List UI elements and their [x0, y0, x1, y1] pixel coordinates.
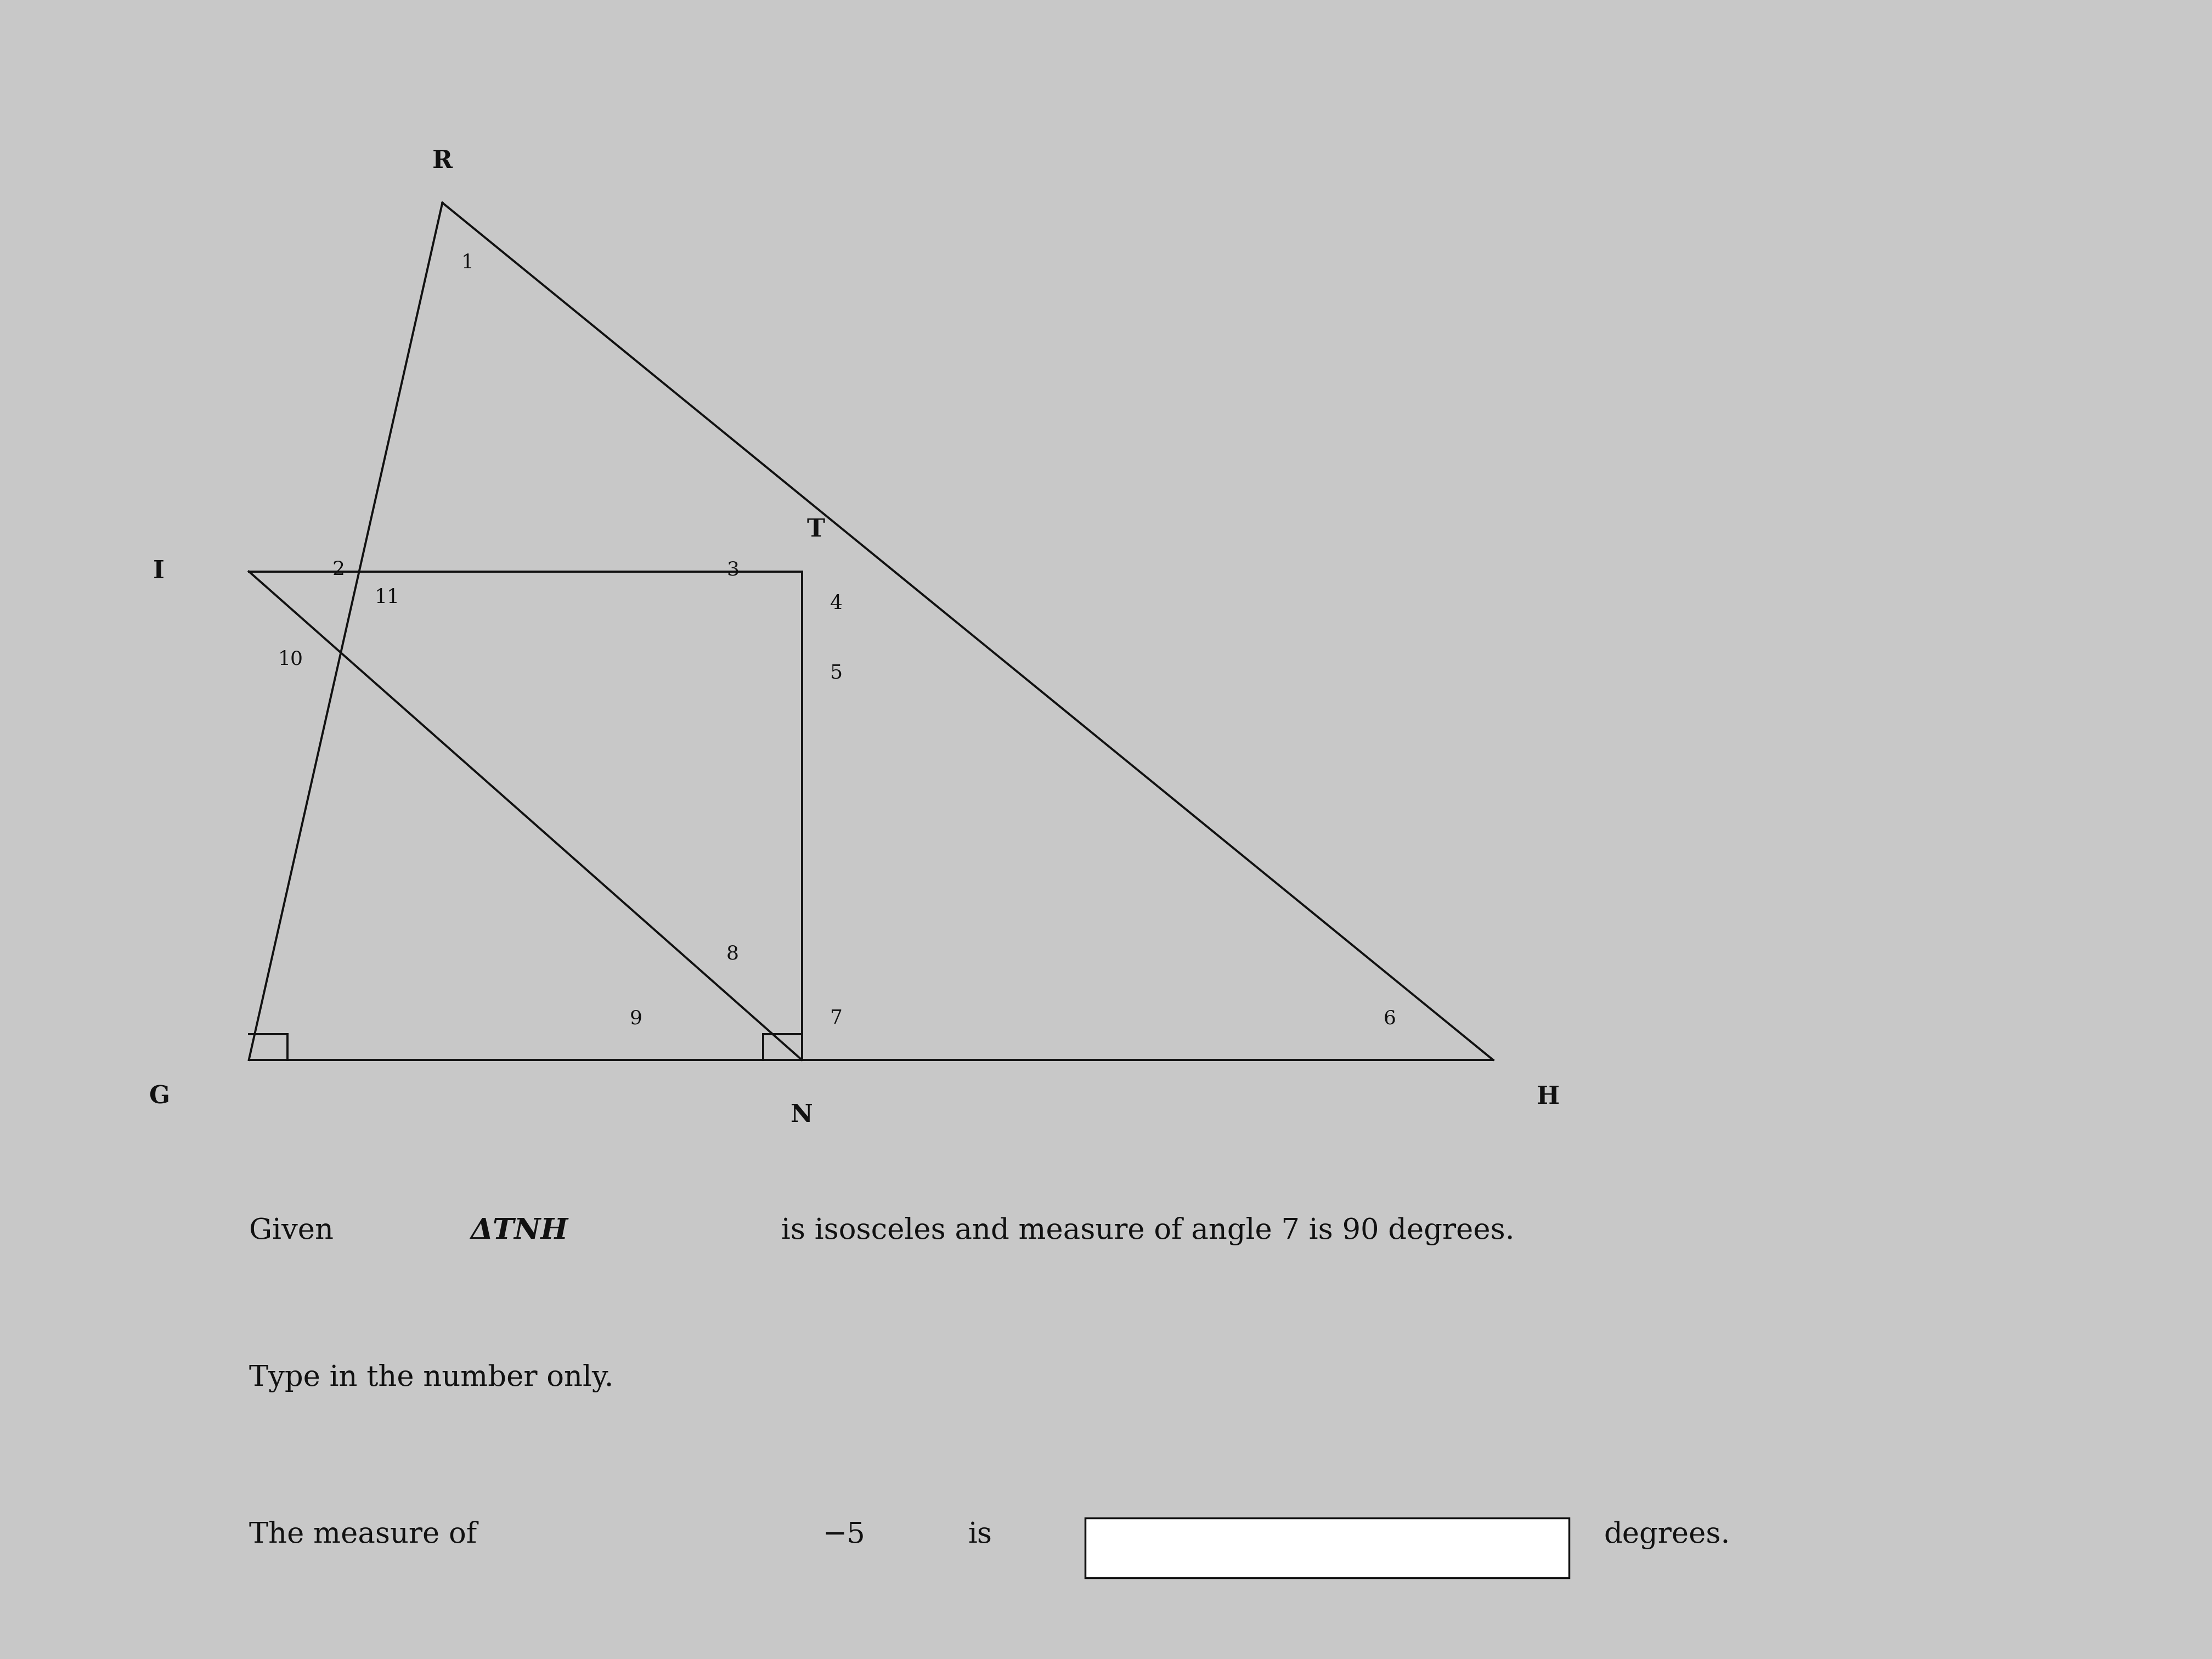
Text: 6: 6	[1383, 1009, 1396, 1029]
Text: 5: 5	[830, 664, 843, 682]
Text: ΔTNH: ΔTNH	[469, 1216, 568, 1244]
Text: T: T	[807, 518, 825, 542]
Text: is: is	[969, 1521, 991, 1550]
Text: −5: −5	[823, 1521, 865, 1550]
Text: is isosceles and measure of angle 7 is 90 degrees.: is isosceles and measure of angle 7 is 9…	[781, 1216, 1515, 1246]
Text: degrees.: degrees.	[1604, 1521, 1730, 1550]
Text: 1: 1	[460, 254, 473, 272]
Text: 3: 3	[726, 561, 739, 579]
Text: Type in the number only.: Type in the number only.	[248, 1364, 613, 1392]
Text: 11: 11	[374, 587, 400, 607]
Text: 8: 8	[726, 944, 739, 964]
Text: H: H	[1537, 1085, 1559, 1108]
Text: 9: 9	[630, 1009, 641, 1029]
Text: N: N	[790, 1103, 814, 1126]
Bar	[1086, 1518, 1568, 1578]
Text: R: R	[431, 149, 453, 173]
Text: Given: Given	[248, 1216, 334, 1244]
Text: 10: 10	[279, 650, 303, 669]
Text: 2: 2	[332, 561, 345, 579]
Text: I: I	[153, 559, 164, 584]
Text: The measure of: The measure of	[248, 1521, 476, 1550]
Text: G: G	[148, 1085, 170, 1108]
Text: 4: 4	[830, 594, 843, 614]
Text: 7: 7	[830, 1009, 843, 1029]
